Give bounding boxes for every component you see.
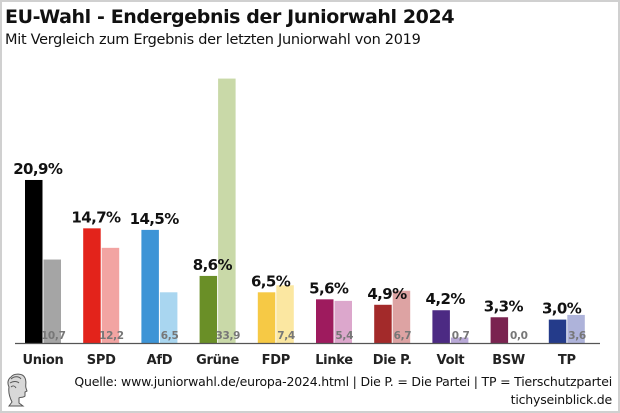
bar-2024-9 — [548, 319, 567, 343]
bar-2019-6 — [392, 290, 411, 343]
bar-2019-1 — [101, 247, 120, 343]
data-label-2019-0: 10,7 — [41, 330, 66, 342]
x-tick-label-2: AfD — [147, 353, 173, 368]
bar-2019-0 — [43, 259, 61, 343]
x-tick-label-9: TP — [558, 353, 576, 368]
x-tick-label-4: FDP — [262, 353, 290, 368]
bar-2024-5 — [316, 299, 334, 343]
data-label-2019-2: 6,5 — [161, 330, 179, 342]
bar-2019-9 — [567, 314, 585, 343]
bar-2024-6 — [374, 304, 392, 343]
bar-2024-0 — [25, 179, 43, 343]
x-tick-label-3: Grüne — [196, 353, 239, 368]
data-label-2019-6: 6,7 — [394, 330, 412, 342]
source-note: Quelle: www.juniorwahl.de/europa-2024.ht… — [74, 374, 612, 389]
data-label-2024-1: 14,7% — [71, 208, 121, 226]
x-tick-label-1: SPD — [87, 353, 116, 368]
chart-title: EU-Wahl - Endergebnis der Juniorwahl 202… — [5, 6, 455, 28]
bar-2024-7 — [432, 310, 450, 343]
data-label-2019-9: 3,6 — [568, 330, 586, 342]
bar-2019-5 — [334, 300, 352, 343]
bar-2024-1 — [83, 228, 101, 343]
bar-2019-4 — [276, 285, 294, 343]
data-label-2024-2: 14,5% — [130, 210, 180, 228]
data-label-2019-4: 7,4 — [277, 330, 295, 342]
data-label-2019-7: 0,7 — [452, 330, 470, 342]
data-label-2024-5: 5,6% — [309, 279, 349, 297]
data-label-2024-0: 20,9% — [13, 160, 63, 178]
x-tick-label-0: Union — [23, 353, 64, 368]
data-label-2019-8: 0,0 — [510, 330, 528, 342]
data-label-2024-8: 3,3% — [484, 297, 524, 315]
data-label-2024-6: 4,9% — [367, 285, 407, 303]
bar-2024-4 — [257, 292, 276, 343]
data-label-2024-7: 4,2% — [426, 290, 466, 308]
data-label-2019-1: 12,2 — [99, 330, 124, 342]
bar-2019-7 — [450, 337, 469, 343]
bar-2024-8 — [490, 317, 509, 343]
x-tick-label-7: Volt — [437, 353, 465, 368]
data-label-2019-5: 5,4 — [335, 330, 353, 342]
brand-link[interactable]: tichyseinblick.de — [510, 392, 613, 407]
bar-2019-3 — [218, 78, 236, 343]
data-label-2024-3: 8,6% — [193, 256, 233, 274]
bar-2024-2 — [141, 229, 159, 343]
bar-2019-2 — [159, 292, 178, 343]
data-label-2024-4: 6,5% — [251, 272, 291, 290]
data-label-2019-3: 33,9 — [215, 330, 240, 342]
data-label-2024-9: 3,0% — [542, 300, 582, 318]
chart-subtitle: Mit Vergleich zum Ergebnis der letzten J… — [5, 32, 421, 48]
x-tick-label-8: BSW — [492, 353, 525, 368]
bar-2024-3 — [199, 275, 218, 343]
classical-head-logo-icon — [7, 373, 28, 407]
x-tick-label-5: Linke — [315, 353, 353, 368]
x-tick-label-6: Die P. — [373, 353, 412, 368]
